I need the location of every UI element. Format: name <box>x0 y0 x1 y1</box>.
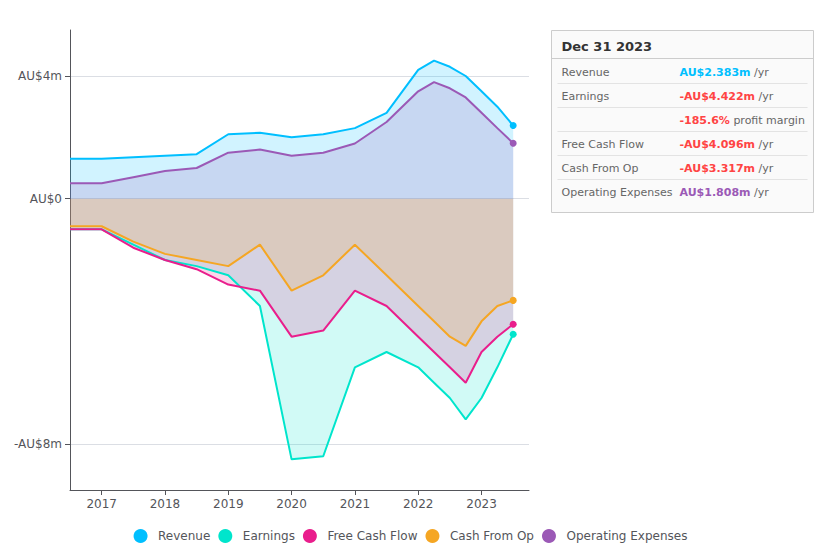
svg-text:2019: 2019 <box>213 497 244 511</box>
svg-text:2018: 2018 <box>150 497 181 511</box>
svg-text:-AU$8m: -AU$8m <box>14 437 62 451</box>
svg-text:Revenue: Revenue <box>562 66 610 79</box>
svg-text:Revenue: Revenue <box>158 529 210 543</box>
svg-text:/yr: /yr <box>754 66 769 79</box>
svg-text:profit margin: profit margin <box>733 114 805 127</box>
svg-text:Earnings: Earnings <box>243 529 295 543</box>
svg-text:Free Cash Flow: Free Cash Flow <box>562 138 645 151</box>
svg-text:Dec 31 2023: Dec 31 2023 <box>562 39 653 54</box>
svg-text:Cash From Op: Cash From Op <box>450 529 534 543</box>
svg-text:AU$2.383m: AU$2.383m <box>680 66 751 79</box>
svg-text:Cash From Op: Cash From Op <box>562 162 639 175</box>
svg-text:-185.6%: -185.6% <box>680 114 730 127</box>
svg-text:Operating Expenses: Operating Expenses <box>566 529 687 543</box>
svg-text:2020: 2020 <box>276 497 307 511</box>
svg-text:2022: 2022 <box>403 497 434 511</box>
svg-text:-AU$4.096m: -AU$4.096m <box>680 138 756 151</box>
svg-text:-AU$4.422m: -AU$4.422m <box>680 90 756 103</box>
svg-text:/yr: /yr <box>759 162 774 175</box>
svg-text:/yr: /yr <box>759 90 774 103</box>
svg-text:/yr: /yr <box>754 186 769 199</box>
svg-text:/yr: /yr <box>759 138 774 151</box>
svg-text:2017: 2017 <box>86 497 117 511</box>
svg-text:AU$4m: AU$4m <box>18 69 62 83</box>
svg-text:-AU$3.317m: -AU$3.317m <box>680 162 756 175</box>
svg-text:AU$1.808m: AU$1.808m <box>680 186 751 199</box>
svg-text:2021: 2021 <box>340 497 371 511</box>
svg-text:Free Cash Flow: Free Cash Flow <box>327 529 417 543</box>
svg-text:2023: 2023 <box>466 497 497 511</box>
svg-text:Earnings: Earnings <box>562 90 610 103</box>
svg-text:Operating Expenses: Operating Expenses <box>562 186 673 199</box>
svg-text:AU$0: AU$0 <box>30 192 62 206</box>
